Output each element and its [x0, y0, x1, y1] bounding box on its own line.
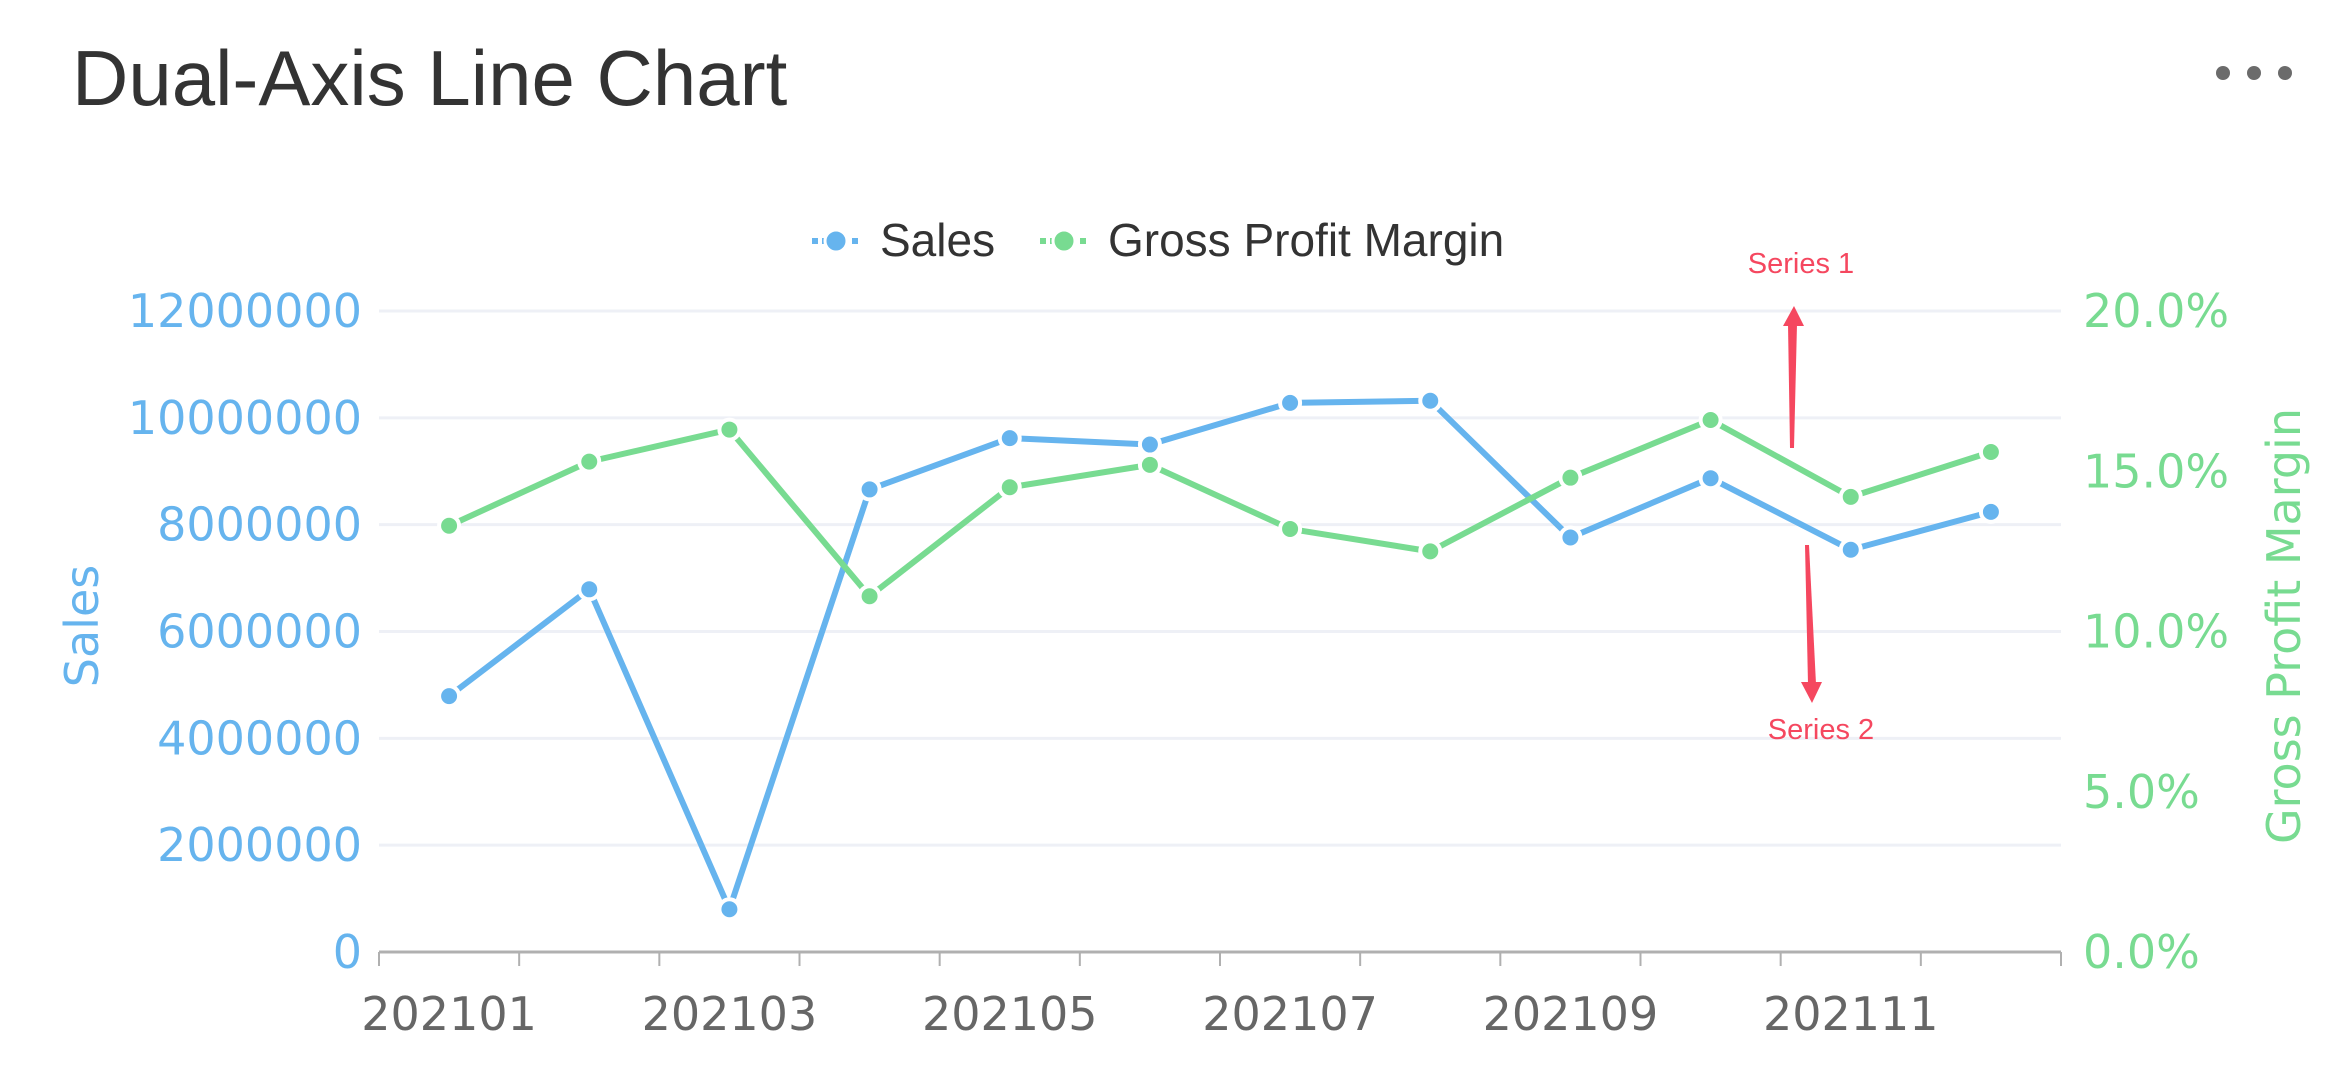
x-tick-label: 202103	[642, 987, 818, 1041]
annotation-series-2: Series 2	[1768, 545, 1874, 746]
margin-data-point[interactable]	[1978, 440, 2003, 465]
series-sales	[437, 388, 2003, 922]
left-y-axis: 0 2000000 4000000 6000000 8000000 10000000 120…	[128, 284, 362, 979]
x-tick-label: 202107	[1202, 987, 1378, 1041]
arrow-up-icon	[1788, 324, 1797, 448]
legend-label: Sales	[880, 214, 995, 266]
margin-data-point[interactable]	[1418, 539, 1443, 564]
sales-data-point[interactable]	[1278, 390, 1303, 415]
left-tick-label: 6000000	[157, 605, 362, 659]
right-tick-label: 10.0%	[2083, 605, 2229, 659]
x-tick-label: 202109	[1483, 987, 1659, 1041]
gridlines	[379, 309, 2061, 847]
sales-data-point[interactable]	[1558, 525, 1583, 550]
legend: Sales Gross Profit Margin	[812, 214, 1504, 266]
legend-label: Gross Profit Margin	[1108, 214, 1504, 266]
more-dot-icon	[2247, 66, 2261, 80]
left-tick-label: 8000000	[157, 498, 362, 552]
right-tick-label: 15.0%	[2083, 444, 2229, 498]
sales-line	[447, 397, 1992, 913]
right-axis-title: Gross Profit Margin	[2257, 408, 2311, 844]
legend-marker-icon	[823, 228, 849, 254]
arrowhead-down-icon	[1801, 682, 1822, 703]
margin-data-point[interactable]	[1137, 452, 1162, 477]
right-tick-label: 5.0%	[2083, 765, 2200, 819]
legend-item-gross-profit-margin[interactable]: Gross Profit Margin	[1040, 214, 1504, 266]
right-y-axis: 0.0% 5.0% 10.0% 15.0% 20.0%	[2083, 284, 2229, 979]
sales-data-point[interactable]	[437, 684, 462, 709]
margin-line	[447, 416, 1992, 600]
margin-data-point[interactable]	[1698, 407, 1723, 432]
margin-data-point[interactable]	[1278, 516, 1303, 541]
sales-data-point[interactable]	[1418, 388, 1443, 413]
margin-data-point[interactable]	[437, 513, 462, 538]
margin-data-point[interactable]	[997, 475, 1022, 500]
annotation-label: Series 2	[1768, 714, 1874, 746]
left-axis-title: Sales	[55, 565, 109, 687]
left-tick-label: 2000000	[157, 818, 362, 872]
chart-title: Dual-Axis Line Chart	[72, 34, 788, 122]
left-tick-label: 4000000	[157, 711, 362, 765]
more-dot-icon	[2216, 66, 2230, 80]
x-tick-label: 202105	[922, 987, 1098, 1041]
margin-data-point[interactable]	[857, 584, 882, 609]
annotations: Series 1 Series 2	[1748, 248, 1874, 746]
sales-data-point[interactable]	[1137, 432, 1162, 457]
sales-data-point[interactable]	[997, 426, 1022, 451]
sales-data-point[interactable]	[1698, 466, 1723, 491]
sales-data-point[interactable]	[1838, 537, 1863, 562]
right-tick-label: 20.0%	[2083, 284, 2229, 338]
more-dot-icon	[2278, 66, 2292, 80]
left-tick-label: 10000000	[128, 391, 362, 445]
sales-data-point[interactable]	[1978, 499, 2003, 524]
right-tick-label: 0.0%	[2083, 925, 2200, 979]
left-tick-label: 0	[333, 925, 362, 979]
x-tick-label: 202101	[361, 987, 537, 1041]
legend-item-sales[interactable]: Sales	[812, 214, 995, 266]
arrowhead-up-icon	[1783, 306, 1804, 326]
more-options-button[interactable]	[2216, 56, 2292, 90]
sales-data-point[interactable]	[577, 577, 602, 602]
sales-data-point[interactable]	[857, 477, 882, 502]
margin-data-point[interactable]	[577, 449, 602, 474]
annotation-label: Series 1	[1748, 248, 1854, 280]
margin-data-point[interactable]	[1838, 484, 1863, 509]
left-tick-label: 12000000	[128, 284, 362, 338]
margin-data-point[interactable]	[1558, 465, 1583, 490]
x-tick-label: 202111	[1763, 987, 1939, 1041]
series-gross-profit-margin	[437, 407, 2003, 609]
x-axis: 202101 202103 202105 202107 202109 202111	[361, 950, 2062, 1041]
margin-data-point[interactable]	[717, 417, 742, 442]
arrow-down-icon	[1805, 545, 1816, 684]
sales-data-point[interactable]	[717, 897, 742, 922]
legend-marker-icon	[1051, 228, 1077, 254]
annotation-series-1: Series 1	[1748, 248, 1854, 448]
